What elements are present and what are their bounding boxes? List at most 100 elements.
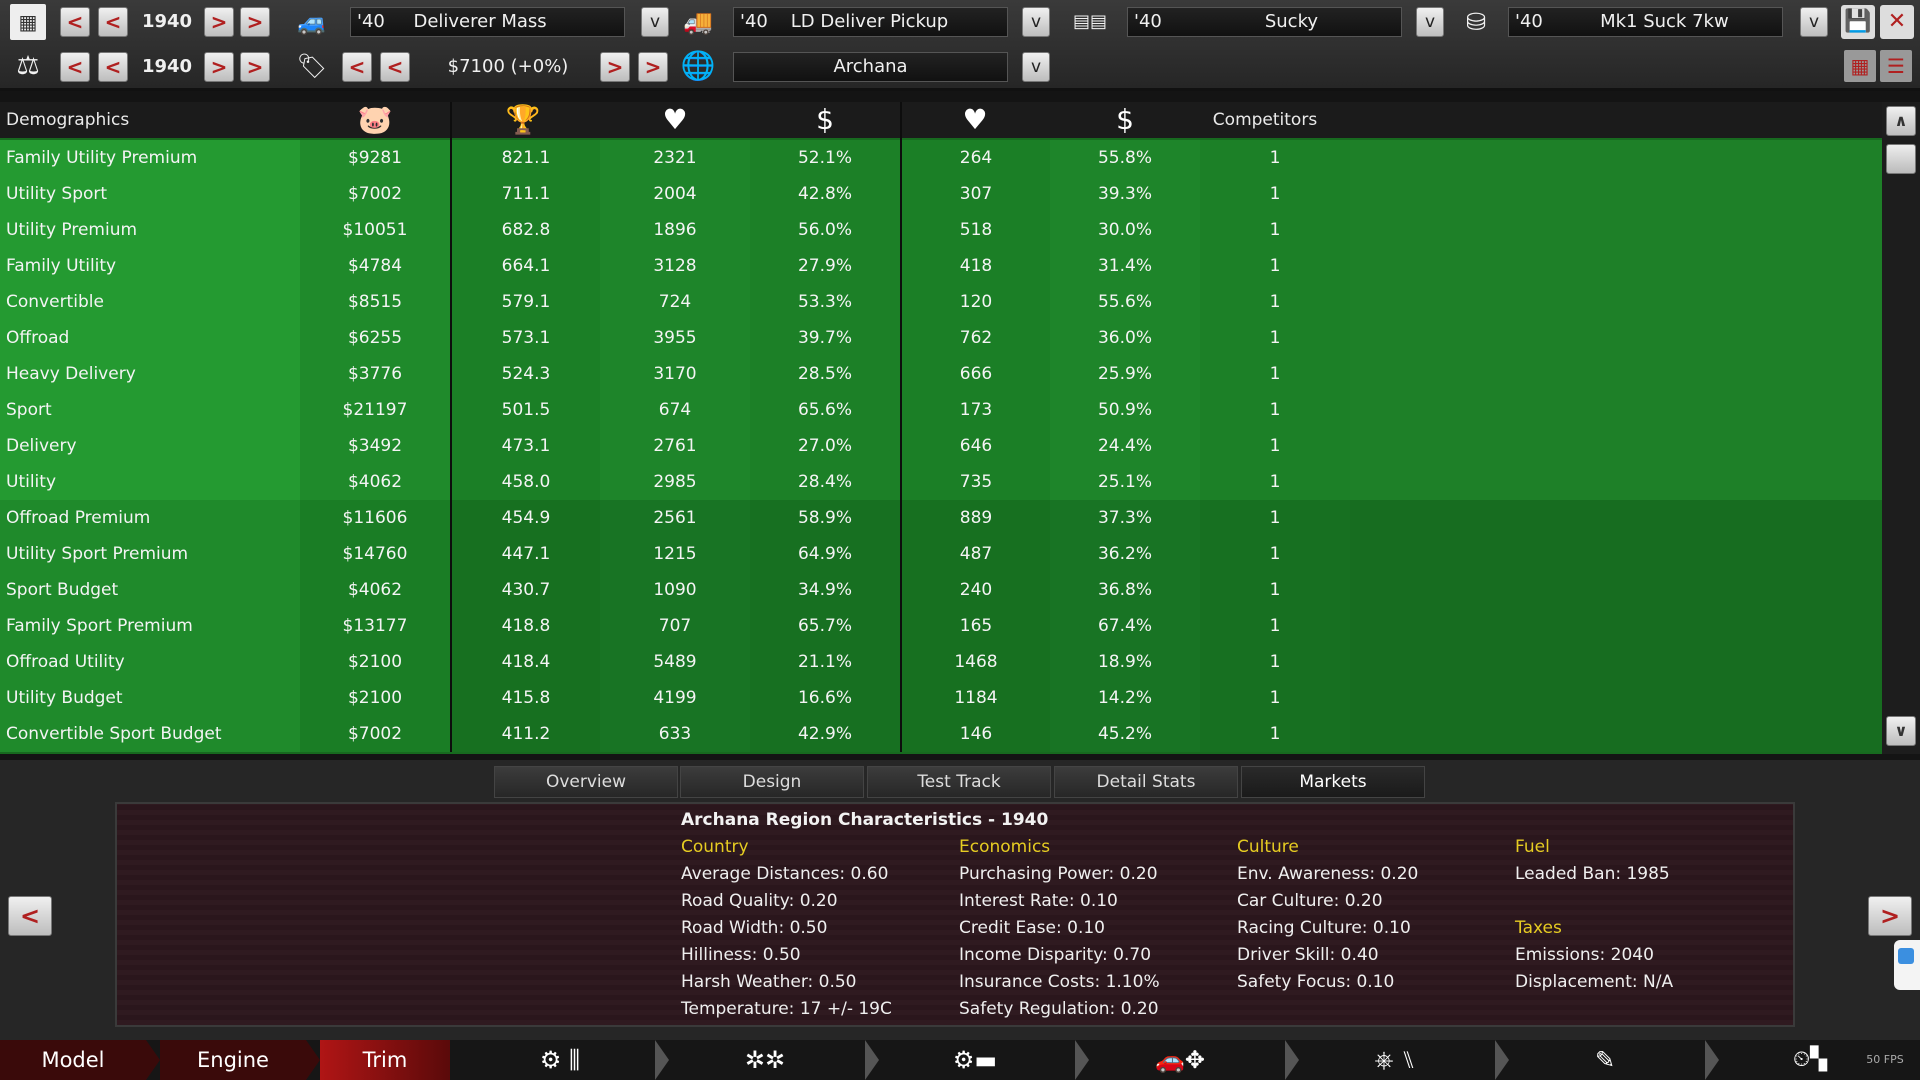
table-row[interactable]: Utility Sport $7002 711.1 2004 42.8% 307 39.3%… <box>0 176 1882 212</box>
cell-name: Convertible Sport Budget <box>6 724 222 744</box>
cell-background <box>750 644 900 680</box>
region-select[interactable]: Archana <box>733 52 1008 82</box>
year-prev-button[interactable]: < <box>98 7 128 37</box>
finish-flag-icon[interactable]: ⏲▚ <box>1792 1047 1828 1072</box>
wheels-icon[interactable]: ✲✲ <box>744 1046 786 1074</box>
table-row[interactable]: Delivery $3492 473.1 2761 27.0% 646 24.4% 1 <box>0 428 1882 464</box>
cell-comp: 1 <box>1269 616 1281 636</box>
price-down-button[interactable]: < <box>380 52 410 82</box>
cell-score: 430.7 <box>501 580 551 600</box>
chat-icon <box>1898 948 1914 964</box>
cell-background <box>750 536 900 572</box>
price-up-button[interactable]: > <box>600 52 630 82</box>
cell-name: Utility Sport Premium <box>6 544 189 564</box>
cell-wealth: $7002 <box>347 184 403 204</box>
side-handle[interactable] <box>1894 940 1920 990</box>
nav-model[interactable]: Model <box>0 1040 146 1080</box>
heart-icon[interactable]: ♥ <box>962 103 988 136</box>
table-row[interactable]: Sport $21197 501.5 674 65.6% 173 50.9% 1 <box>0 392 1882 428</box>
dollar-icon[interactable]: $ <box>1116 103 1134 136</box>
cell-background <box>0 500 300 536</box>
header-competitors[interactable]: Competitors <box>1212 110 1318 130</box>
scroll-thumb[interactable] <box>1886 144 1916 174</box>
table-row[interactable]: Family Sport Premium $13177 418.8 707 65.7% 1… <box>0 608 1882 644</box>
table-row[interactable]: Convertible $8515 579.1 724 53.3% 120 55.6% 1 <box>0 284 1882 320</box>
cell-background <box>750 284 900 320</box>
engine-block-icon: ▤▤ <box>1072 11 1107 32</box>
cell-name: Utility Premium <box>6 220 138 240</box>
model-dropdown-button[interactable]: v <box>641 7 669 37</box>
grid-view-icon[interactable]: ▦ <box>1844 50 1876 82</box>
cell-afford2: 67.4% <box>1097 616 1152 636</box>
year-next-fast-button[interactable]: > <box>240 7 270 37</box>
region-dropdown-button[interactable]: v <box>1022 52 1050 82</box>
trim-year-prev-button[interactable]: < <box>98 52 128 82</box>
year-prev-fast-button[interactable]: < <box>60 7 90 37</box>
table-row[interactable]: Utility Premium $10051 682.8 1896 56.0% 518 30… <box>0 212 1882 248</box>
cell-background <box>300 320 450 356</box>
cell-background <box>1050 248 1200 284</box>
table-row[interactable]: Convertible Sport Budget $7002 411.2 633 42.… <box>0 716 1882 752</box>
nav-engine[interactable]: Engine <box>160 1040 306 1080</box>
scroll-down-button[interactable]: ∨ <box>1886 716 1916 746</box>
table-row[interactable]: Family Utility $4784 664.1 3128 27.9% 418 31.4… <box>0 248 1882 284</box>
table-row[interactable]: Offroad Premium $11606 454.9 2561 58.9% 889 37… <box>0 500 1882 536</box>
next-page-button[interactable]: > <box>1868 896 1912 936</box>
table-row[interactable]: Offroad $6255 573.1 3955 39.7% 762 36.0% 1 <box>0 320 1882 356</box>
cell-background <box>750 428 900 464</box>
prev-page-button[interactable]: < <box>8 896 52 936</box>
save-icon[interactable]: 💾 <box>1841 5 1875 39</box>
cell-background <box>1050 608 1200 644</box>
trim-select[interactable]: '40 LD Deliver Pickup <box>733 7 1008 37</box>
engine-variant-dropdown-button[interactable]: v <box>1800 7 1828 37</box>
tab-design[interactable]: Design <box>680 766 864 798</box>
tab-overview[interactable]: Overview <box>494 766 678 798</box>
engine-dropdown-button[interactable]: v <box>1416 7 1444 37</box>
bottom-navigation: Model Engine Trim ⚙ ⫼ ✲✲ ⚙▬ 🚗✥ ⎈ ⑊ ✎ ⏲▚ … <box>0 1040 1920 1080</box>
nav-chevron <box>1285 1040 1299 1080</box>
engine-select[interactable]: '40 Sucky <box>1127 7 1402 37</box>
heart-icon[interactable]: ♥ <box>662 103 688 136</box>
cell-score: 664.1 <box>501 256 551 276</box>
list-view-icon[interactable]: ☰ <box>1880 50 1912 82</box>
close-icon[interactable]: ✕ <box>1880 5 1914 39</box>
table-row[interactable]: Sport Budget $4062 430.7 1090 34.9% 240 36.8% 1 <box>0 572 1882 608</box>
fixtures-icon[interactable]: ⚙ ⫼ <box>539 1046 581 1074</box>
trim-year-next-fast-button[interactable]: > <box>240 52 270 82</box>
calendar-icon[interactable]: ▦ <box>10 4 46 40</box>
dollar-icon[interactable]: $ <box>816 103 834 136</box>
table-row[interactable]: Utility $4062 458.0 2985 28.4% 735 25.1% 1 <box>0 464 1882 500</box>
cell-background <box>300 212 450 248</box>
cell-score: 579.1 <box>501 292 551 312</box>
table-row[interactable]: Utility Sport Premium $14760 447.1 1215 64.9… <box>0 536 1882 572</box>
interior-icon[interactable]: ⎈ ⑊ <box>1374 1046 1416 1074</box>
tab-markets[interactable]: Markets <box>1241 766 1425 798</box>
price-up-fast-button[interactable]: > <box>638 52 668 82</box>
paint-spray-icon[interactable]: ✎ <box>1594 1046 1616 1074</box>
year-next-button[interactable]: > <box>204 7 234 37</box>
body-icon[interactable]: ⚙▬ <box>952 1046 998 1074</box>
piggy-bank-icon[interactable]: 🐷 <box>357 103 393 136</box>
table-row[interactable]: Family Utility Premium $9281 821.1 2321 52.1… <box>0 140 1882 176</box>
cell-background <box>0 248 300 284</box>
table-row[interactable]: Utility Budget $2100 415.8 4199 16.6% 1184 14.… <box>0 680 1882 716</box>
cell-name: Utility <box>6 472 57 492</box>
car-aero-icon[interactable]: 🚗✥ <box>1155 1046 1205 1074</box>
header-demographics[interactable]: Demographics <box>6 110 130 130</box>
trim-year-prev-fast-button[interactable]: < <box>60 52 90 82</box>
scroll-up-button[interactable]: ∧ <box>1886 106 1916 136</box>
tab-test-track[interactable]: Test Track <box>867 766 1051 798</box>
nav-trim[interactable]: Trim <box>320 1040 450 1080</box>
table-scrollbar[interactable]: ∧ ∨ <box>1882 102 1920 754</box>
country-heading: Country <box>681 837 749 857</box>
trim-year-next-button[interactable]: > <box>204 52 234 82</box>
trim-dropdown-button[interactable]: v <box>1022 7 1050 37</box>
trophy-icon[interactable]: 🏆 <box>505 103 541 136</box>
cell-wealth: $8515 <box>347 292 403 312</box>
price-down-fast-button[interactable]: < <box>342 52 372 82</box>
engine-variant-select[interactable]: '40 Mk1 Suck 7kw <box>1508 7 1783 37</box>
model-select[interactable]: '40 Deliverer Mass <box>350 7 625 37</box>
table-row[interactable]: Heavy Delivery $3776 524.3 3170 28.5% 666 25.9… <box>0 356 1882 392</box>
table-row[interactable]: Offroad Utility $2100 418.4 5489 21.1% 1468 18… <box>0 644 1882 680</box>
tab-detail-stats[interactable]: Detail Stats <box>1054 766 1238 798</box>
